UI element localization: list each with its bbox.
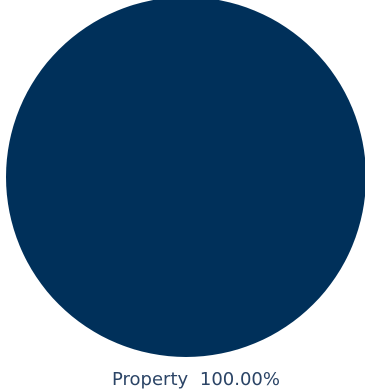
pie-slices [6,0,365,357]
slice-label-property: Property 100.00% [112,369,280,389]
pie-slice-property [6,0,365,357]
slice-category: Property [112,369,189,389]
slice-percentage: 100.00% [200,369,280,389]
